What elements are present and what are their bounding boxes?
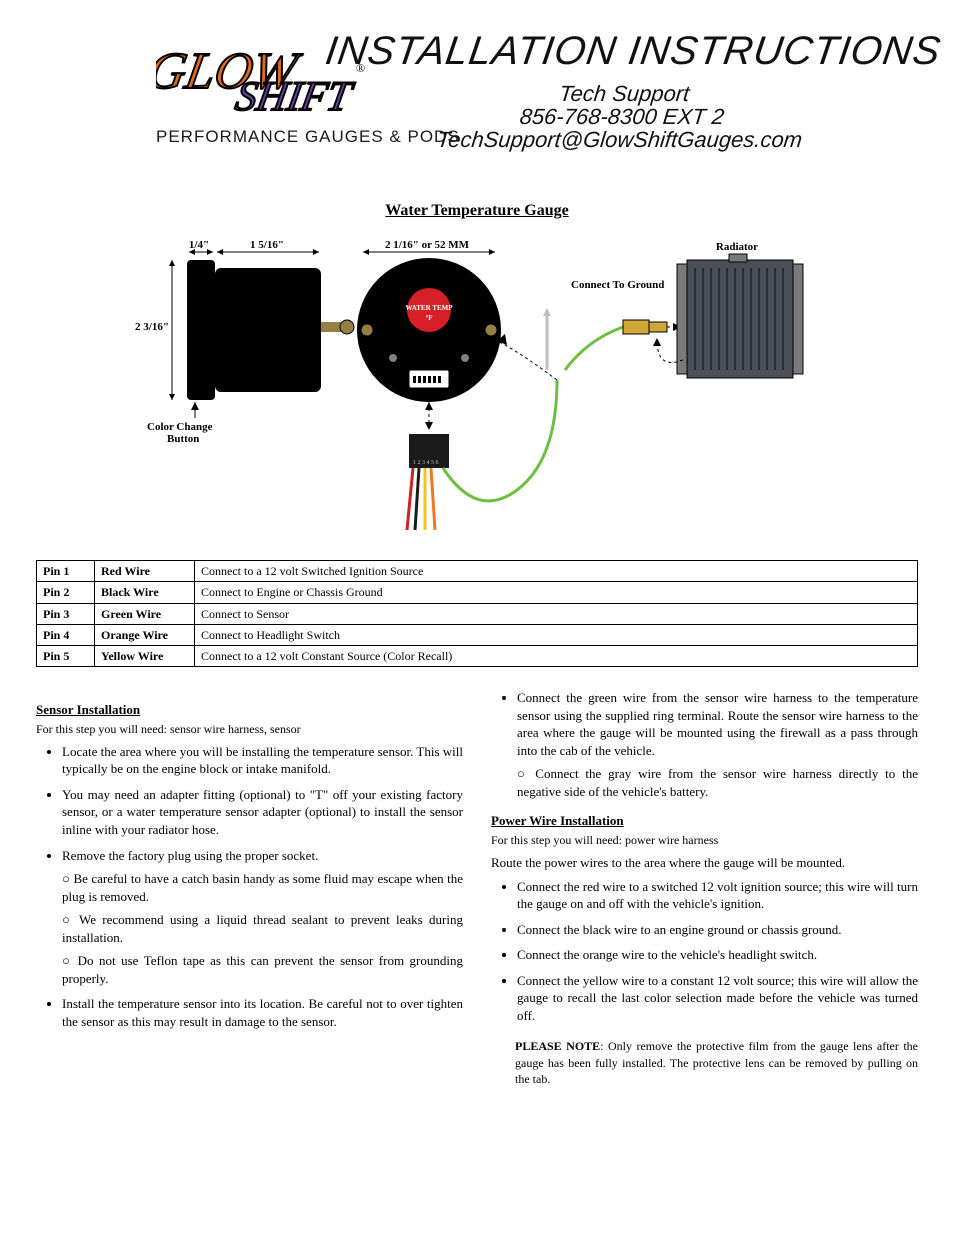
pin-color-cell: Orange Wire — [95, 624, 195, 645]
svg-text:Color Change: Color Change — [147, 421, 213, 433]
pin-desc-cell: Connect to a 12 volt Switched Ignition S… — [195, 561, 918, 582]
sensor-install-list: Locate the area where you will be instal… — [36, 743, 463, 1031]
power-item: Connect the red wire to a switched 12 vo… — [517, 878, 918, 913]
sensor-install-list-cont: Connect the green wire from the sensor w… — [491, 689, 918, 800]
sensor-sublist: Be careful to have a catch basin handy a… — [62, 870, 463, 987]
power-item: Connect the orange wire to the vehicle's… — [517, 946, 918, 964]
note-bold: PLEASE NOTE — [515, 1039, 600, 1053]
svg-text:1 5/16": 1 5/16" — [250, 239, 284, 251]
sensor-item: Remove the factory plug using the proper… — [62, 847, 463, 988]
left-column: Sensor Installation For this step you wi… — [36, 689, 463, 1093]
pin-color-cell: Red Wire — [95, 561, 195, 582]
pin-cell: Pin 5 — [37, 645, 95, 666]
pin-color-cell: Green Wire — [95, 603, 195, 624]
power-intro: Route the power wires to the area where … — [491, 854, 918, 872]
sensor-item-text: Remove the factory plug using the proper… — [62, 848, 318, 863]
instruction-columns: Sensor Installation For this step you wi… — [36, 689, 918, 1093]
svg-text:Connect To Ground: Connect To Ground — [571, 279, 664, 291]
sensor-item: Connect the green wire from the sensor w… — [517, 689, 918, 800]
pin-cell: Pin 4 — [37, 624, 95, 645]
pin-desc-cell: Connect to Sensor — [195, 603, 918, 624]
pin-cell: Pin 3 — [37, 603, 95, 624]
pin-desc-cell: Connect to a 12 volt Constant Source (Co… — [195, 645, 918, 666]
sensor-sublist: Connect the gray wire from the sensor wi… — [517, 765, 918, 800]
svg-text:1 2 3 4 5 6: 1 2 3 4 5 6 — [413, 460, 439, 466]
pin-color-cell: Yellow Wire — [95, 645, 195, 666]
temperature-sensor — [623, 320, 681, 334]
support-line-1: Tech Support — [327, 82, 921, 105]
svg-text:Radiator: Radiator — [716, 241, 758, 253]
radiator-icon: Radiator — [653, 241, 803, 378]
tech-support-block: Tech Support 856-768-8300 EXT 2 TechSupp… — [322, 82, 921, 151]
power-item: Connect the yellow wire to a constant 12… — [517, 972, 918, 1025]
svg-text:2 1/16" or 52 MM: 2 1/16" or 52 MM — [385, 239, 470, 251]
right-column: Connect the green wire from the sensor w… — [491, 689, 918, 1093]
pin-cell: Pin 1 — [37, 561, 95, 582]
sensor-item: Locate the area where you will be instal… — [62, 743, 463, 778]
power-item: Connect the black wire to an engine grou… — [517, 921, 918, 939]
pin-desc-cell: Connect to Headlight Switch — [195, 624, 918, 645]
svg-text:Button: Button — [167, 433, 199, 445]
svg-text:1/4": 1/4" — [189, 239, 209, 251]
pin-row: Pin 2Black WireConnect to Engine or Chas… — [37, 582, 918, 603]
gauge-side-view: 1/4" 1 5/16" 2 3/16" Color Change Button — [135, 239, 354, 445]
page-header: GLOW SHIFT ® PERFORMANCE GAUGES & PODS I… — [36, 20, 918, 150]
sensor-item: You may need an adapter fitting (optiona… — [62, 786, 463, 839]
support-line-3: TechSupport@GlowShiftGauges.com — [322, 128, 916, 151]
wiring-diagram: 1/4" 1 5/16" 2 3/16" Color Change Button… — [36, 230, 918, 555]
svg-text:2 3/16": 2 3/16" — [135, 321, 169, 333]
power-install-list: Connect the red wire to a switched 12 vo… — [491, 878, 918, 1025]
pin-row: Pin 3Green WireConnect to Sensor — [37, 603, 918, 624]
sensor-subitem: We recommend using a liquid thread seala… — [62, 911, 463, 946]
pin-row: Pin 1Red WireConnect to a 12 volt Switch… — [37, 561, 918, 582]
gauge-title: Water Temperature Gauge — [36, 200, 918, 222]
pin-cell: Pin 2 — [37, 582, 95, 603]
sensor-install-sub: For this step you will need: sensor wire… — [36, 721, 463, 737]
power-install-sub: For this step you will need: power wire … — [491, 832, 918, 848]
pin-row: Pin 5Yellow WireConnect to a 12 volt Con… — [37, 645, 918, 666]
pin-desc-cell: Connect to Engine or Chassis Ground — [195, 582, 918, 603]
please-note-block: PLEASE NOTE: Only remove the protective … — [515, 1038, 918, 1087]
header-right: INSTALLATION INSTRUCTIONS Tech Support 8… — [326, 24, 918, 151]
pin-row: Pin 4Orange WireConnect to Headlight Swi… — [37, 624, 918, 645]
sensor-harness: Connect To Ground — [495, 279, 681, 380]
sensor-subitem: Be careful to have a catch basin handy a… — [62, 870, 463, 905]
sensor-subitem: Do not use Teflon tape as this can preve… — [62, 952, 463, 987]
pin-wiring-table: Pin 1Red WireConnect to a 12 volt Switch… — [36, 560, 918, 667]
sensor-item: Install the temperature sensor into its … — [62, 995, 463, 1030]
sensor-subitem: Connect the gray wire from the sensor wi… — [517, 765, 918, 800]
support-line-2: 856-768-8300 EXT 2 — [325, 105, 919, 128]
svg-text:°F: °F — [425, 314, 432, 322]
gauge-face-view: 2 1/16" or 52 MM WATER TEMP °F — [357, 239, 501, 430]
sensor-item-text: Connect the green wire from the sensor w… — [517, 690, 918, 758]
pin-color-cell: Black Wire — [95, 582, 195, 603]
svg-text:WATER TEMP: WATER TEMP — [406, 304, 454, 312]
power-install-title: Power Wire Installation — [491, 812, 918, 830]
header-title: INSTALLATION INSTRUCTIONS — [322, 24, 922, 78]
sensor-install-title: Sensor Installation — [36, 701, 463, 719]
